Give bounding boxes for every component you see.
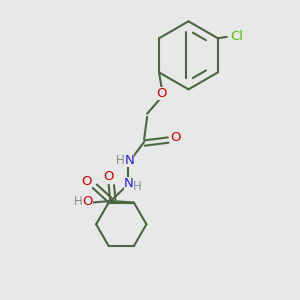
Text: O: O [82, 195, 93, 208]
Text: H: H [74, 195, 82, 208]
Text: H: H [133, 180, 142, 193]
Text: N: N [124, 154, 134, 167]
Text: N: N [124, 177, 134, 190]
Text: Cl: Cl [230, 30, 243, 43]
Text: O: O [81, 175, 92, 188]
Text: H: H [116, 154, 125, 167]
Text: O: O [157, 87, 167, 100]
Text: O: O [170, 131, 181, 144]
Text: O: O [103, 170, 114, 183]
